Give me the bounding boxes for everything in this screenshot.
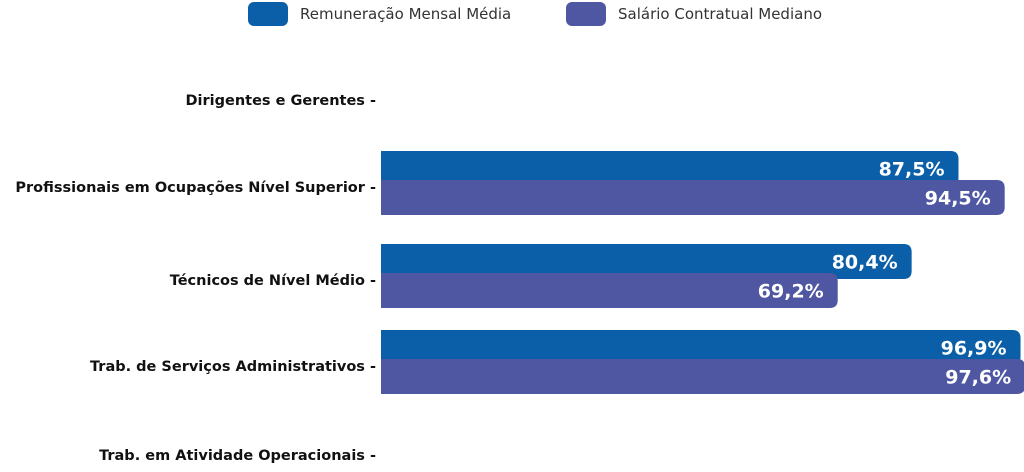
category-label: Trab. em Atividade Operacionais - — [99, 448, 376, 464]
legend-item-remuneracao: Remuneração Mensal Média — [248, 2, 511, 26]
bar-value-label: 69,2% — [758, 281, 824, 303]
bar-remuneracao — [381, 244, 912, 279]
bar-value-label: 87,5% — [879, 159, 945, 181]
bar-value-label: 97,6% — [945, 367, 1011, 389]
legend: Remuneração Mensal Média Salário Contrat… — [0, 0, 1024, 30]
category-label: Técnicos de Nível Médio - — [170, 273, 376, 289]
bar-remuneracao — [381, 330, 1021, 365]
bar-salario — [381, 180, 1005, 215]
legend-label-salario: Salário Contratual Mediano — [618, 5, 823, 23]
bar-value-label: 80,4% — [832, 252, 898, 274]
legend-swatch-salario — [566, 2, 606, 26]
category-label: Profissionais em Ocupações Nível Superio… — [15, 180, 376, 196]
bar-salario — [381, 359, 1024, 394]
bar-salario — [381, 273, 838, 308]
category-label: Trab. de Serviços Administrativos - — [90, 359, 376, 375]
bar-value-label: 94,5% — [925, 188, 991, 210]
bar-remuneracao — [381, 151, 959, 186]
legend-item-salario: Salário Contratual Mediano — [566, 2, 822, 26]
legend-swatch-remuneracao — [248, 2, 288, 26]
category-label: Dirigentes e Gerentes - — [186, 93, 377, 109]
bar-value-label: 96,9% — [941, 338, 1007, 360]
legend-label-remuneracao: Remuneração Mensal Média — [300, 5, 512, 23]
